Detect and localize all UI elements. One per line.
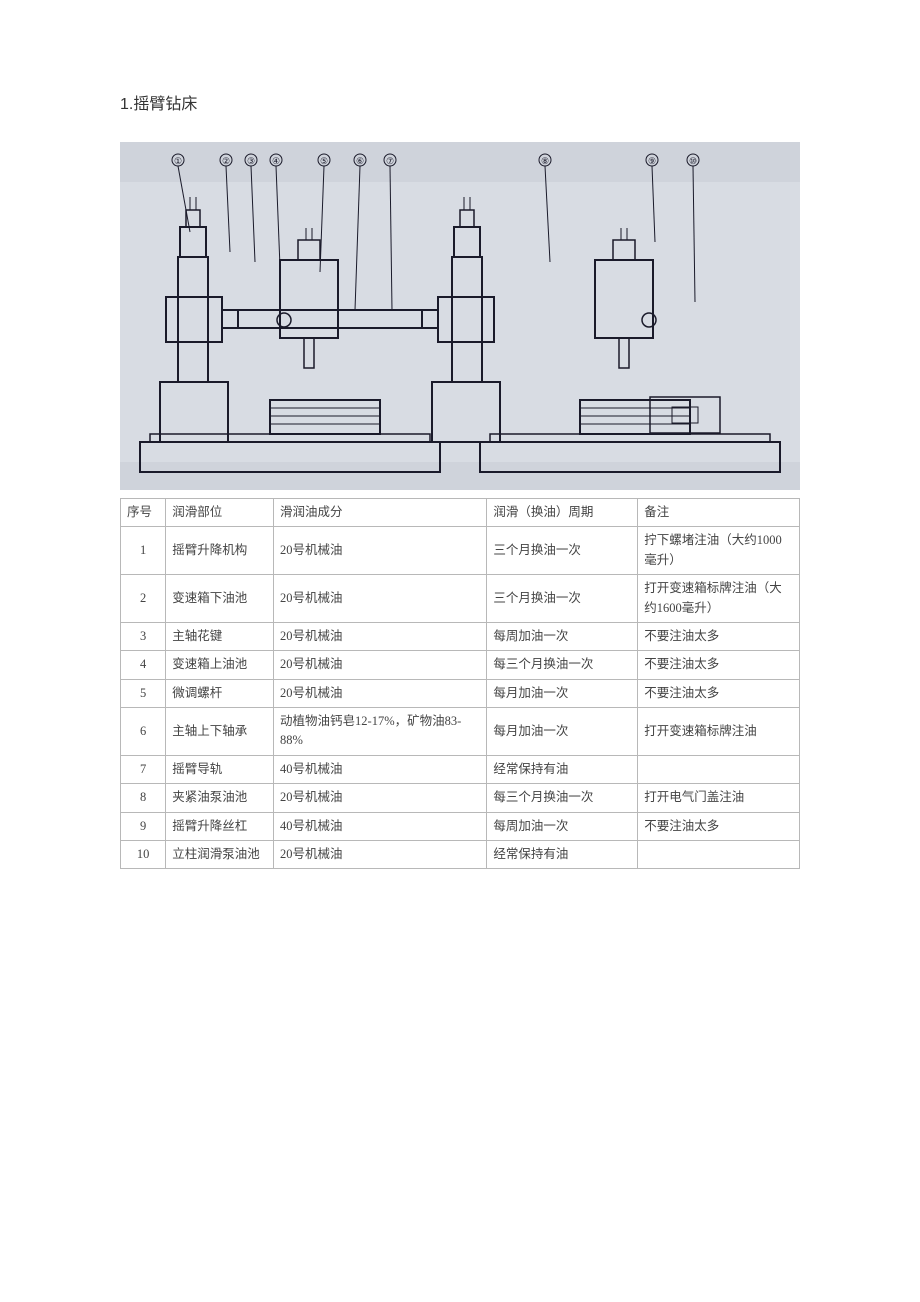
cell-oil: 40号机械油 [274, 812, 487, 840]
table-row: 10立柱润滑泵油池20号机械油经常保持有油 [121, 840, 800, 868]
cell-oil: 20号机械油 [274, 622, 487, 650]
svg-text:⑨: ⑨ [648, 156, 656, 166]
table-header-row: 序号 润滑部位 滑润油成分 润滑（换油）周期 备注 [121, 499, 800, 527]
cell-note: 不要注油太多 [638, 679, 800, 707]
table-row: 7摇臂导轨40号机械油经常保持有油 [121, 755, 800, 783]
cell-num: 5 [121, 679, 166, 707]
cell-period: 经常保持有油 [487, 755, 638, 783]
svg-text:③: ③ [247, 156, 255, 166]
cell-num: 1 [121, 527, 166, 575]
table-row: 9摇臂升降丝杠40号机械油每周加油一次不要注油太多 [121, 812, 800, 840]
svg-text:⑧: ⑧ [541, 156, 549, 166]
cell-note: 不要注油太多 [638, 651, 800, 679]
cell-note: 打开电气门盖注油 [638, 784, 800, 812]
cell-oil: 动植物油钙皂12-17%，矿物油83-88% [274, 708, 487, 756]
cell-oil: 40号机械油 [274, 755, 487, 783]
svg-text:⑦: ⑦ [386, 156, 394, 166]
col-header-period: 润滑（换油）周期 [487, 499, 638, 527]
cell-num: 9 [121, 812, 166, 840]
cell-note: 拧下螺堵注油（大约1000毫升） [638, 527, 800, 575]
cell-part: 主轴花键 [166, 622, 274, 650]
col-header-part: 润滑部位 [166, 499, 274, 527]
svg-text:⑥: ⑥ [356, 156, 364, 166]
cell-oil: 20号机械油 [274, 527, 487, 575]
cell-note [638, 755, 800, 783]
svg-text:②: ② [222, 156, 230, 166]
diagram-svg: ① ② ③ ④ ⑤ ⑥ ⑦ ⑧ ⑨ ⑩ [120, 142, 800, 490]
cell-part: 摇臂升降丝杠 [166, 812, 274, 840]
cell-note: 打开变速箱标牌注油 [638, 708, 800, 756]
cell-note: 不要注油太多 [638, 812, 800, 840]
table-row: 6主轴上下轴承动植物油钙皂12-17%，矿物油83-88%每月加油一次打开变速箱… [121, 708, 800, 756]
cell-period: 每月加油一次 [487, 679, 638, 707]
cell-part: 摇臂升降机构 [166, 527, 274, 575]
cell-note: 不要注油太多 [638, 622, 800, 650]
table-row: 1摇臂升降机构20号机械油三个月换油一次拧下螺堵注油（大约1000毫升） [121, 527, 800, 575]
cell-part: 立柱润滑泵油池 [166, 840, 274, 868]
cell-note [638, 840, 800, 868]
cell-num: 4 [121, 651, 166, 679]
cell-period: 三个月换油一次 [487, 575, 638, 623]
cell-num: 2 [121, 575, 166, 623]
cell-part: 摇臂导轨 [166, 755, 274, 783]
cell-oil: 20号机械油 [274, 840, 487, 868]
svg-text:⑩: ⑩ [689, 156, 697, 166]
svg-text:⑤: ⑤ [320, 156, 328, 166]
col-header-num: 序号 [121, 499, 166, 527]
cell-period: 每周加油一次 [487, 812, 638, 840]
cell-period: 经常保持有油 [487, 840, 638, 868]
cell-period: 每三个月换油一次 [487, 784, 638, 812]
cell-part: 变速箱下油池 [166, 575, 274, 623]
cell-period: 每月加油一次 [487, 708, 638, 756]
cell-oil: 20号机械油 [274, 784, 487, 812]
cell-num: 10 [121, 840, 166, 868]
cell-oil: 20号机械油 [274, 651, 487, 679]
svg-text:④: ④ [272, 156, 280, 166]
cell-num: 7 [121, 755, 166, 783]
cell-part: 微调螺杆 [166, 679, 274, 707]
col-header-oil: 滑润油成分 [274, 499, 487, 527]
lubrication-table: 序号 润滑部位 滑润油成分 润滑（换油）周期 备注 1摇臂升降机构20号机械油三… [120, 498, 800, 869]
table-row: 4变速箱上油池20号机械油每三个月换油一次不要注油太多 [121, 651, 800, 679]
cell-num: 3 [121, 622, 166, 650]
cell-part: 主轴上下轴承 [166, 708, 274, 756]
table-row: 8夹紧油泵油池20号机械油每三个月换油一次打开电气门盖注油 [121, 784, 800, 812]
col-header-note: 备注 [638, 499, 800, 527]
svg-text:①: ① [174, 156, 182, 166]
table-row: 3主轴花键20号机械油每周加油一次不要注油太多 [121, 622, 800, 650]
cell-period: 三个月换油一次 [487, 527, 638, 575]
cell-period: 每周加油一次 [487, 622, 638, 650]
section-heading: 1.摇臂钻床 [120, 90, 800, 114]
cell-note: 打开变速箱标牌注油（大约1600毫升） [638, 575, 800, 623]
cell-oil: 20号机械油 [274, 575, 487, 623]
cell-oil: 20号机械油 [274, 679, 487, 707]
cell-period: 每三个月换油一次 [487, 651, 638, 679]
cell-part: 夹紧油泵油池 [166, 784, 274, 812]
cell-num: 8 [121, 784, 166, 812]
table-row: 5微调螺杆20号机械油每月加油一次不要注油太多 [121, 679, 800, 707]
cell-num: 6 [121, 708, 166, 756]
table-row: 2变速箱下油池20号机械油三个月换油一次打开变速箱标牌注油（大约1600毫升） [121, 575, 800, 623]
machine-diagram: ① ② ③ ④ ⑤ ⑥ ⑦ ⑧ ⑨ ⑩ [120, 142, 800, 490]
cell-part: 变速箱上油池 [166, 651, 274, 679]
